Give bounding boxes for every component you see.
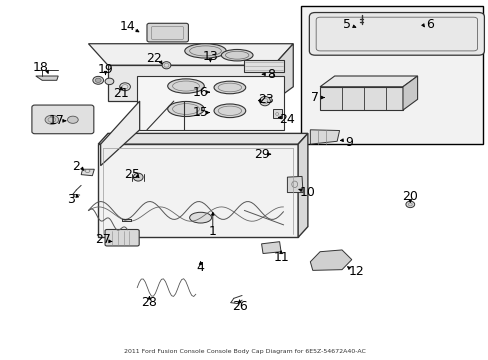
Bar xyxy=(300,6,483,144)
Polygon shape xyxy=(261,242,281,253)
Polygon shape xyxy=(320,76,417,87)
Polygon shape xyxy=(244,60,283,72)
Text: 28: 28 xyxy=(141,296,157,309)
Text: 16: 16 xyxy=(192,86,208,99)
Ellipse shape xyxy=(204,147,241,162)
Polygon shape xyxy=(320,87,402,110)
Text: 6: 6 xyxy=(425,18,433,31)
Text: 22: 22 xyxy=(146,52,162,65)
Ellipse shape xyxy=(189,212,211,223)
Text: 10: 10 xyxy=(299,186,315,199)
Ellipse shape xyxy=(184,44,226,58)
Ellipse shape xyxy=(93,76,103,84)
Text: 21: 21 xyxy=(113,87,129,100)
Ellipse shape xyxy=(167,79,204,93)
Polygon shape xyxy=(137,76,283,130)
Text: 18: 18 xyxy=(33,60,48,73)
FancyBboxPatch shape xyxy=(147,23,188,42)
Polygon shape xyxy=(273,44,293,101)
Text: 12: 12 xyxy=(348,265,364,278)
Ellipse shape xyxy=(95,78,101,82)
Text: 11: 11 xyxy=(273,251,288,264)
Ellipse shape xyxy=(162,62,170,69)
Text: 14: 14 xyxy=(120,20,135,33)
Polygon shape xyxy=(108,65,273,101)
Text: 2011 Ford Fusion Console Console Body Cap Diagram for 6E5Z-54672A40-AC: 2011 Ford Fusion Console Console Body Ca… xyxy=(123,349,365,354)
Polygon shape xyxy=(98,144,298,237)
Ellipse shape xyxy=(45,115,59,124)
Ellipse shape xyxy=(221,49,252,61)
Polygon shape xyxy=(81,169,94,176)
Text: 2: 2 xyxy=(72,160,80,173)
Polygon shape xyxy=(402,76,417,110)
FancyBboxPatch shape xyxy=(32,105,94,134)
Text: 17: 17 xyxy=(49,114,64,127)
Ellipse shape xyxy=(214,81,245,94)
Text: 29: 29 xyxy=(253,148,269,161)
Text: 20: 20 xyxy=(402,190,417,203)
Polygon shape xyxy=(98,134,307,144)
Polygon shape xyxy=(298,134,307,237)
Ellipse shape xyxy=(133,173,143,181)
Ellipse shape xyxy=(105,78,114,85)
Text: 9: 9 xyxy=(345,136,352,149)
Polygon shape xyxy=(101,101,140,166)
Polygon shape xyxy=(88,44,293,65)
Text: 19: 19 xyxy=(98,63,113,76)
Text: 23: 23 xyxy=(258,93,274,106)
Polygon shape xyxy=(287,176,303,193)
Text: 24: 24 xyxy=(279,113,295,126)
Text: 7: 7 xyxy=(310,91,319,104)
Polygon shape xyxy=(36,76,58,80)
Ellipse shape xyxy=(120,83,130,91)
Text: 27: 27 xyxy=(95,233,111,246)
Ellipse shape xyxy=(259,96,270,106)
Ellipse shape xyxy=(214,104,245,118)
Text: 1: 1 xyxy=(208,225,216,238)
Text: 26: 26 xyxy=(231,300,247,313)
Text: 13: 13 xyxy=(202,50,218,63)
Ellipse shape xyxy=(167,102,204,117)
Text: 3: 3 xyxy=(67,193,75,206)
Ellipse shape xyxy=(67,116,78,123)
Ellipse shape xyxy=(405,201,414,208)
Text: 4: 4 xyxy=(196,261,204,274)
Bar xyxy=(272,109,281,118)
Polygon shape xyxy=(310,250,351,270)
Text: 25: 25 xyxy=(124,168,140,181)
Polygon shape xyxy=(310,130,339,144)
Text: 5: 5 xyxy=(342,18,350,31)
FancyBboxPatch shape xyxy=(309,13,484,55)
Text: 15: 15 xyxy=(192,106,208,119)
Text: 8: 8 xyxy=(267,68,275,81)
FancyBboxPatch shape xyxy=(105,229,139,246)
